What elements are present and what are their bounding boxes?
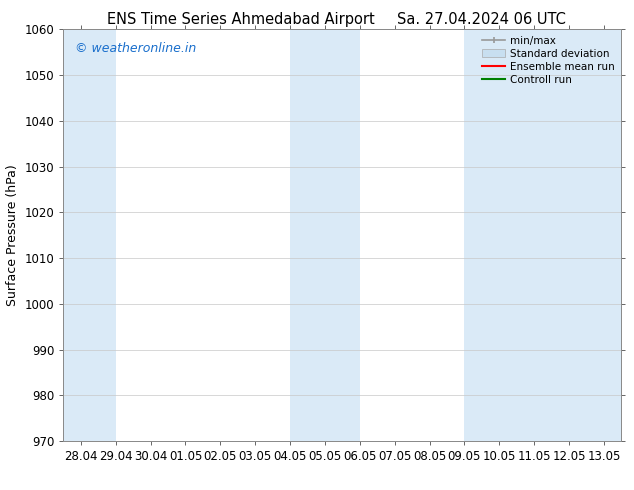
Bar — [464, 29, 621, 441]
Y-axis label: Surface Pressure (hPa): Surface Pressure (hPa) — [6, 164, 19, 306]
Legend: min/max, Standard deviation, Ensemble mean run, Controll run: min/max, Standard deviation, Ensemble me… — [478, 31, 619, 89]
Text: © weatheronline.in: © weatheronline.in — [75, 42, 196, 55]
Bar — [290, 29, 359, 441]
Text: ENS Time Series Ahmedabad Airport: ENS Time Series Ahmedabad Airport — [107, 12, 375, 27]
Text: Sa. 27.04.2024 06 UTC: Sa. 27.04.2024 06 UTC — [398, 12, 566, 27]
Bar — [63, 29, 115, 441]
